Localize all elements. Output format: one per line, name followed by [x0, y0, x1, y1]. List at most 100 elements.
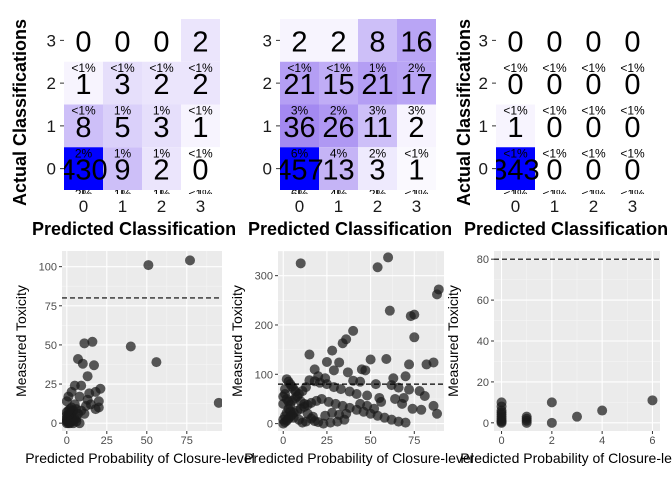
data-point — [283, 396, 294, 407]
cell-count: 15 — [322, 69, 354, 101]
matrix-cell — [64, 147, 103, 190]
data-point — [409, 309, 420, 320]
confusion-matrix-a: 0 0 0 21<1%3<1%2<1%2<1%8<1%51%31%1<1%4302%9… — [10, 19, 236, 239]
cell-count: 26 — [322, 112, 354, 144]
x-tick-label: 3 — [412, 197, 421, 216]
data-point — [74, 391, 85, 402]
matrix-cell — [358, 19, 397, 62]
cell-percent: <1% — [287, 61, 312, 75]
data-point — [89, 360, 99, 371]
data-point — [496, 416, 507, 427]
matrix-cell — [280, 104, 319, 148]
data-point — [342, 367, 353, 378]
y-tick-label: 0 — [47, 160, 56, 179]
cell-count: 0 — [624, 155, 640, 187]
data-point — [404, 359, 415, 370]
y-tick-label: 3 — [263, 31, 272, 50]
data-point — [69, 399, 80, 410]
data-point — [546, 397, 557, 408]
data-point — [432, 289, 443, 300]
cell-count: 8 — [369, 26, 385, 58]
matrix-cell — [358, 61, 397, 105]
cell-count: 2 — [192, 26, 208, 58]
cell-count: 0 — [624, 69, 640, 101]
data-point — [546, 417, 557, 428]
y-tick-label: 200 — [255, 320, 273, 332]
data-point — [362, 390, 373, 401]
matrix-cell — [142, 147, 181, 190]
x-tick-label: 25 — [321, 435, 333, 447]
y-tick-label: 80 — [477, 254, 489, 266]
y-axis-title: Actual Classifications — [10, 19, 30, 206]
cell-percent: <1% — [620, 104, 645, 118]
cell-count: 0 — [585, 155, 601, 187]
matrix-cell — [613, 61, 652, 105]
y-tick-label: 100 — [39, 262, 57, 274]
cell-percent: <1% — [503, 61, 528, 75]
data-point — [213, 397, 222, 408]
data-point — [390, 393, 401, 404]
y-tick-label: 1 — [263, 117, 272, 136]
y-tick-label: 2 — [479, 74, 488, 93]
cell-percent: <1% — [149, 61, 174, 75]
matrix-cell — [358, 104, 397, 148]
matrix-cell — [103, 147, 142, 190]
cell-count: 0 — [624, 112, 640, 144]
data-point — [299, 398, 310, 409]
data-point — [341, 408, 352, 419]
data-point — [295, 258, 306, 269]
cell-count: 21 — [283, 69, 315, 101]
data-point — [409, 332, 420, 343]
data-point — [279, 384, 290, 395]
cell-count: 0 — [585, 26, 601, 58]
cell-count: 2 — [153, 69, 169, 101]
cell-percent: 1% — [114, 146, 132, 160]
data-point — [388, 373, 399, 384]
data-point — [341, 334, 352, 345]
data-point — [95, 383, 106, 394]
x-tick-label: 1 — [334, 197, 343, 216]
cell-percent: <1% — [542, 61, 567, 75]
data-point — [381, 354, 392, 364]
cell-count: 343 — [491, 155, 539, 187]
cell-count: 0 — [546, 26, 562, 58]
cell-percent: <1% — [110, 61, 135, 75]
cell-percent: 3% — [291, 104, 309, 118]
cell-count: 0 — [546, 155, 562, 187]
cell-count: 5 — [114, 112, 130, 144]
cell-percent: <1% — [71, 61, 96, 75]
matrix-cell — [142, 104, 181, 148]
x-tick-label: 2 — [549, 435, 555, 447]
cell-percent: 1% — [153, 146, 171, 160]
y-tick-label: 0 — [267, 419, 273, 431]
x-tick-label: 75 — [181, 435, 193, 447]
data-point — [400, 417, 411, 428]
data-point — [74, 418, 85, 429]
matrix-cell — [613, 19, 652, 62]
matrix-cell — [613, 147, 652, 190]
matrix-cell — [319, 147, 358, 190]
data-point — [400, 371, 411, 382]
cell-percent: 1% — [369, 61, 387, 75]
confusion-matrix-b: 2 2 8 1621<1%15<1%211%172%363%262%113%23%45… — [248, 19, 452, 239]
matrix-cell — [181, 104, 220, 148]
y-tick-label: 0 — [51, 418, 57, 430]
data-point — [397, 398, 408, 409]
y-tick-label: 1 — [479, 117, 488, 136]
cell-count: 1 — [192, 112, 208, 144]
matrix-cell — [280, 147, 319, 190]
y-tick-label: 0 — [479, 160, 488, 179]
matrix-cell — [535, 61, 574, 105]
x-axis-title: Predicted Probability of Closure-level — [25, 450, 255, 466]
matrix-cell — [397, 19, 436, 62]
y-tick-label: 20 — [477, 377, 489, 389]
cell-percent: <1% — [581, 61, 606, 75]
cell-count: 36 — [283, 112, 315, 144]
cell-percent: <1% — [581, 146, 606, 160]
data-point — [327, 345, 338, 356]
data-point — [360, 365, 371, 376]
matrix-cell — [319, 61, 358, 105]
x-tick-label: 2 — [373, 197, 382, 216]
data-point — [304, 349, 315, 360]
